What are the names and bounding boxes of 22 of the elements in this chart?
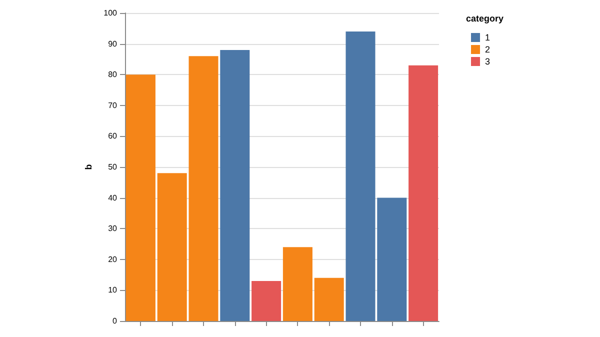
y-axis-title: b	[83, 164, 94, 170]
legend-label: 3	[485, 56, 490, 66]
y-tick-label: 0	[112, 316, 118, 326]
legend-label: 1	[485, 32, 490, 42]
bar	[220, 50, 250, 321]
y-tick-label: 80	[108, 70, 118, 80]
bar	[252, 280, 282, 321]
bar	[126, 74, 156, 321]
legend-label: 2	[485, 44, 490, 54]
y-tick-label: 40	[108, 193, 118, 202]
bar	[408, 65, 438, 321]
y-tick-label: 70	[108, 100, 118, 110]
y-tick-label: 60	[108, 132, 118, 141]
y-tick-label: 90	[108, 39, 118, 48]
y-tick-label: 100	[104, 8, 118, 18]
y-tick-label: 20	[108, 254, 118, 264]
bar	[282, 247, 312, 321]
y-tick-label: 10	[108, 286, 118, 295]
legend-title: category	[466, 14, 504, 24]
y-tick-label: 50	[108, 162, 118, 172]
bar	[314, 278, 344, 321]
y-tick-label: 30	[108, 224, 118, 234]
